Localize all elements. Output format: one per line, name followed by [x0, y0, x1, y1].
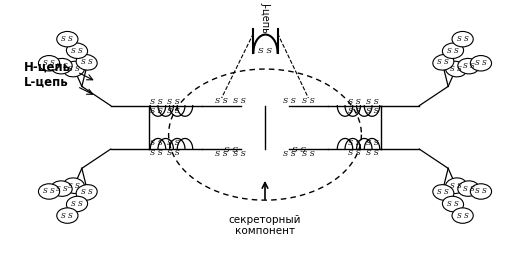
Text: S S: S S: [71, 47, 83, 55]
Text: S S: S S: [366, 98, 378, 106]
Ellipse shape: [443, 196, 464, 212]
Text: S S: S S: [61, 35, 73, 43]
Text: S S: S S: [167, 139, 180, 147]
Text: S S: S S: [282, 97, 296, 105]
Ellipse shape: [51, 58, 72, 74]
Text: J-цепь: J-цепь: [260, 2, 270, 33]
Text: S S: S S: [447, 200, 459, 208]
Ellipse shape: [470, 184, 491, 199]
Ellipse shape: [443, 43, 464, 59]
Text: S S: S S: [450, 182, 462, 190]
Text: S S: S S: [457, 212, 469, 220]
Text: S S: S S: [450, 65, 462, 73]
Text: S S: S S: [348, 108, 361, 116]
Text: секреторный
компонент: секреторный компонент: [229, 215, 301, 236]
Ellipse shape: [445, 178, 466, 194]
Text: S S: S S: [348, 98, 361, 106]
Text: S S: S S: [366, 139, 378, 147]
Text: S S: S S: [282, 150, 296, 158]
Text: S S: S S: [61, 212, 73, 220]
Text: S S: S S: [302, 150, 315, 158]
Text: S S: S S: [215, 150, 228, 158]
Ellipse shape: [57, 31, 78, 47]
Text: S S: S S: [68, 182, 80, 190]
Ellipse shape: [66, 196, 87, 212]
Ellipse shape: [39, 55, 60, 71]
Text: S S: S S: [348, 149, 361, 157]
Ellipse shape: [452, 208, 473, 223]
Text: S S: S S: [149, 108, 163, 116]
Ellipse shape: [76, 185, 97, 200]
Text: S S: S S: [215, 97, 228, 105]
Text: S S: S S: [437, 58, 449, 66]
Text: S S: S S: [81, 188, 93, 196]
Text: S S: S S: [43, 59, 55, 67]
Text: S S: S S: [68, 65, 80, 73]
Text: S S: S S: [463, 62, 474, 70]
Ellipse shape: [66, 43, 87, 59]
Ellipse shape: [64, 61, 85, 77]
Ellipse shape: [39, 184, 60, 199]
Ellipse shape: [452, 31, 473, 47]
Text: S S: S S: [302, 97, 315, 105]
Ellipse shape: [76, 54, 97, 70]
Text: S S: S S: [292, 146, 306, 154]
Text: S S: S S: [437, 188, 449, 196]
Text: S S: S S: [366, 108, 378, 116]
Text: S S: S S: [81, 58, 93, 66]
Text: S S: S S: [167, 98, 180, 106]
Text: S S: S S: [447, 47, 459, 55]
Text: S S: S S: [233, 150, 245, 158]
Ellipse shape: [458, 181, 479, 196]
Text: H-цепь: H-цепь: [24, 61, 71, 74]
Text: S S: S S: [463, 184, 474, 192]
Text: S S: S S: [149, 98, 163, 106]
Text: S S: S S: [149, 149, 163, 157]
Text: S S: S S: [56, 62, 67, 70]
Text: S S: S S: [475, 59, 487, 67]
Ellipse shape: [51, 181, 72, 196]
Ellipse shape: [470, 55, 491, 71]
Text: S S: S S: [233, 97, 245, 105]
Text: S S: S S: [348, 139, 361, 147]
Text: S S: S S: [56, 184, 67, 192]
Ellipse shape: [433, 54, 454, 70]
Ellipse shape: [57, 208, 78, 223]
Text: L-цепь: L-цепь: [24, 75, 69, 88]
Text: S S: S S: [71, 200, 83, 208]
Text: S S: S S: [43, 188, 55, 196]
Text: S S: S S: [475, 188, 487, 196]
Ellipse shape: [433, 185, 454, 200]
Ellipse shape: [64, 178, 85, 194]
Text: S S: S S: [366, 149, 378, 157]
Text: S S: S S: [167, 149, 180, 157]
Text: S S: S S: [457, 35, 469, 43]
Ellipse shape: [458, 58, 479, 74]
Ellipse shape: [445, 61, 466, 77]
Text: S S: S S: [167, 108, 180, 116]
Text: S S: S S: [224, 146, 238, 154]
Text: S S: S S: [149, 139, 163, 147]
Text: S S: S S: [259, 47, 272, 55]
